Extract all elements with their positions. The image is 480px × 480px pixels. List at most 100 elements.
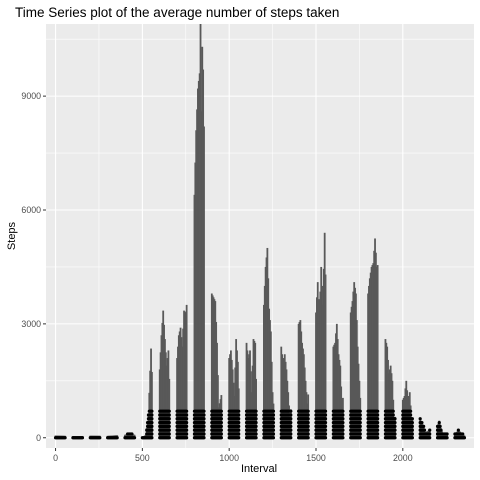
axis-ticks xyxy=(43,95,404,451)
point xyxy=(358,409,362,413)
point xyxy=(410,420,414,425)
point xyxy=(306,413,310,417)
point xyxy=(237,420,241,425)
point xyxy=(410,424,414,428)
point xyxy=(393,424,397,428)
data-bars xyxy=(54,24,466,439)
point xyxy=(341,428,345,432)
point xyxy=(254,420,258,425)
point xyxy=(202,424,206,428)
point xyxy=(271,420,276,425)
point xyxy=(167,420,171,425)
point xyxy=(167,409,171,413)
point xyxy=(376,420,380,425)
bar xyxy=(216,375,219,438)
point xyxy=(237,432,241,436)
point xyxy=(167,436,171,440)
point xyxy=(445,436,449,440)
bar xyxy=(272,403,275,438)
point xyxy=(63,436,67,440)
point xyxy=(167,413,171,417)
point xyxy=(341,424,345,428)
point xyxy=(271,413,276,417)
point xyxy=(219,428,223,432)
bar xyxy=(185,304,188,438)
point xyxy=(393,428,397,432)
point xyxy=(289,413,293,417)
point xyxy=(323,409,328,413)
y-tick-label: 3000 xyxy=(21,319,41,329)
point xyxy=(219,413,223,417)
point xyxy=(185,417,189,421)
bar xyxy=(237,388,240,438)
point xyxy=(219,424,223,428)
point xyxy=(202,413,206,417)
point xyxy=(376,417,380,421)
bar xyxy=(255,378,257,438)
point xyxy=(150,436,154,440)
bar xyxy=(411,418,414,438)
point xyxy=(358,420,362,425)
bar xyxy=(203,126,205,438)
point xyxy=(254,436,258,440)
point xyxy=(254,413,258,417)
x-tick-label: 0 xyxy=(53,453,58,463)
y-tick-label: 0 xyxy=(36,433,41,443)
point xyxy=(219,436,223,440)
point xyxy=(358,413,362,417)
point xyxy=(254,409,258,413)
point xyxy=(358,432,362,436)
point xyxy=(150,424,154,428)
point xyxy=(185,413,189,417)
point xyxy=(323,417,328,421)
point xyxy=(358,436,362,440)
point xyxy=(462,436,467,440)
point xyxy=(271,428,276,432)
point xyxy=(422,424,426,428)
point xyxy=(438,424,442,428)
point xyxy=(376,436,380,440)
bar xyxy=(151,371,153,438)
point xyxy=(219,420,223,425)
point xyxy=(167,424,171,428)
point xyxy=(410,432,414,436)
point xyxy=(271,417,276,421)
point xyxy=(306,428,310,432)
point xyxy=(167,428,171,432)
x-tick-label: 2000 xyxy=(393,453,413,463)
point xyxy=(391,409,395,413)
point xyxy=(323,428,328,432)
y-tick-label: 9000 xyxy=(21,91,41,101)
point xyxy=(428,432,432,436)
point xyxy=(150,432,154,436)
point xyxy=(185,436,189,440)
point xyxy=(409,413,413,417)
point xyxy=(237,424,241,428)
x-tick-label: 1500 xyxy=(306,453,326,463)
point xyxy=(289,436,293,440)
point xyxy=(202,428,206,432)
point xyxy=(289,428,293,432)
y-tick-label: 6000 xyxy=(21,205,41,215)
point xyxy=(185,409,189,413)
point xyxy=(391,413,395,417)
point xyxy=(437,420,441,425)
point xyxy=(289,417,293,421)
point xyxy=(409,409,413,413)
point xyxy=(376,409,380,413)
point xyxy=(323,432,328,436)
point xyxy=(393,436,397,440)
point xyxy=(130,432,134,436)
point xyxy=(185,432,189,436)
point xyxy=(271,424,276,428)
point xyxy=(289,420,293,425)
point xyxy=(341,417,345,421)
point xyxy=(289,409,293,413)
point xyxy=(289,424,293,428)
point xyxy=(428,436,432,440)
point xyxy=(341,409,345,413)
point xyxy=(150,428,154,432)
point xyxy=(422,428,427,432)
point xyxy=(358,417,362,421)
